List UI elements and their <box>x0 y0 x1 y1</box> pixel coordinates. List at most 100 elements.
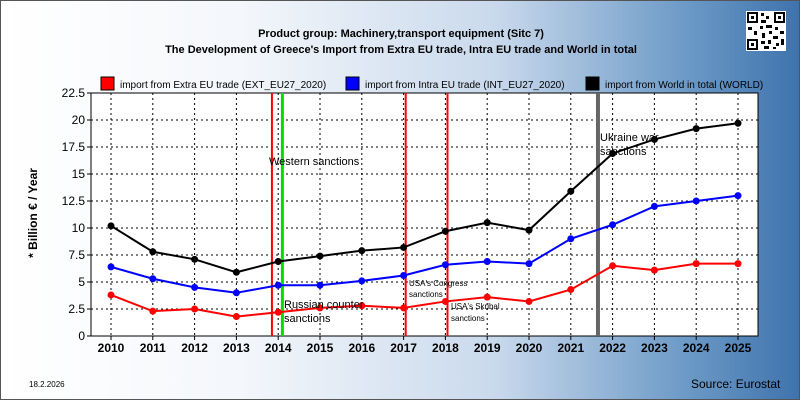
data-point <box>483 219 491 227</box>
data-point <box>274 257 282 265</box>
data-point <box>316 252 324 260</box>
data-point <box>358 302 366 310</box>
y-tick-label: 5 <box>78 275 85 289</box>
data-point <box>316 281 324 289</box>
data-point <box>400 304 408 312</box>
data-point <box>609 221 617 229</box>
data-point <box>316 304 324 312</box>
data-point <box>191 283 199 291</box>
event-label-ukraine-2: sanctions <box>600 146 647 158</box>
x-tick-label: 2017 <box>390 341 417 355</box>
data-point <box>650 202 658 210</box>
data-point <box>191 255 199 263</box>
y-tick-label: 7.5 <box>68 248 85 262</box>
data-point <box>149 275 157 283</box>
data-point <box>232 268 240 276</box>
legend-label: import from Intra EU trade (INT_EU27_202… <box>365 80 565 91</box>
x-tick-label: 2013 <box>223 341 250 355</box>
data-point <box>441 297 449 305</box>
data-point <box>609 262 617 270</box>
legend-swatch <box>345 76 360 91</box>
data-point <box>107 222 115 230</box>
legend: import from Extra EU trade (EXT_EU27_202… <box>100 76 763 91</box>
chart-title-line2: The Development of Greece's Import from … <box>165 44 637 56</box>
x-tick-label: 2023 <box>641 341 668 355</box>
data-point <box>609 149 617 157</box>
data-point <box>274 281 282 289</box>
grid <box>91 92 758 337</box>
data-point <box>483 293 491 301</box>
event-label-russian-2: sanctions <box>284 313 331 325</box>
chart-title-line1: Product group: Machinery,transport equip… <box>258 28 544 40</box>
data-point <box>567 235 575 243</box>
x-tick-label: 2016 <box>348 341 375 355</box>
legend-swatch <box>585 76 600 91</box>
data-point <box>107 291 115 299</box>
event-label-congress-1: USA's Congress <box>409 279 467 288</box>
y-tick-label: 15 <box>72 167 86 181</box>
series-line <box>110 262 738 318</box>
x-tick-label: 2020 <box>516 341 543 355</box>
data-point <box>232 289 240 297</box>
data-point <box>567 286 575 294</box>
x-tick-label: 2018 <box>432 341 459 355</box>
data-point <box>107 263 115 271</box>
footer-date: 18.2.2026 <box>29 380 65 389</box>
series-line <box>110 194 739 294</box>
event-label-western: Western sanctions <box>269 156 360 168</box>
y-tick-labels: 0 2.5 5 7.5 10 12.5 15 17.5 20 22.5 <box>62 86 91 343</box>
legend-label: import from Extra EU trade (EXT_EU27_202… <box>120 80 326 91</box>
x-tick-label: 2014 <box>265 341 292 355</box>
plot-area <box>90 92 759 337</box>
chart-title: Product group: Machinery,transport equip… <box>1 26 800 58</box>
y-tick-label: 20 <box>72 113 86 127</box>
x-tick-label: 2012 <box>181 341 208 355</box>
x-tick-labels: 2010 2011 2012 2013 2014 2015 2016 2017 2018 2019… <box>98 336 752 355</box>
data-point <box>650 135 658 143</box>
data-point <box>441 227 449 235</box>
data-point <box>692 125 700 133</box>
event-label-skribal-1: USA's Skribal <box>451 302 500 311</box>
data-point <box>191 305 199 313</box>
x-tick-label: 2019 <box>474 341 501 355</box>
data-point <box>734 119 742 127</box>
data-point <box>525 297 533 305</box>
data-point <box>525 226 533 234</box>
data-point <box>734 192 742 200</box>
x-tick-label: 2022 <box>599 341 626 355</box>
data-point <box>232 313 240 321</box>
x-tick-label: 2015 <box>307 341 334 355</box>
y-tick-label: 2.5 <box>68 302 85 316</box>
legend-label: import from World in total (WORLD) <box>605 80 763 91</box>
data-point <box>734 260 742 268</box>
qr-code-icon <box>746 11 786 51</box>
x-tick-label: 2011 <box>140 341 166 355</box>
series-lines <box>107 119 742 321</box>
event-label-russian-1: Russian counter <box>284 299 364 311</box>
y-tick-label: 22.5 <box>62 86 86 100</box>
footer-source: Source: Eurostat <box>691 377 781 391</box>
data-point <box>274 308 282 316</box>
data-point <box>149 248 157 256</box>
x-tick-label: 2025 <box>725 341 752 355</box>
data-point <box>483 257 491 265</box>
y-tick-label: 12.5 <box>62 194 86 208</box>
data-point <box>567 187 575 195</box>
data-point <box>400 272 408 280</box>
x-tick-label: 2010 <box>98 341 125 355</box>
event-label-ukraine-1: Ukraine war <box>600 132 659 144</box>
event-label-congress-2: sanctions <box>409 290 443 299</box>
series-line <box>110 122 739 274</box>
data-point <box>400 243 408 251</box>
data-point <box>358 247 366 255</box>
data-point <box>650 266 658 274</box>
y-tick-label: 10 <box>72 221 86 235</box>
data-point <box>692 197 700 205</box>
y-tick-label: 17.5 <box>62 140 86 154</box>
y-axis-label: * Billion € / Year <box>26 168 40 258</box>
legend-swatch <box>100 76 115 91</box>
data-point <box>441 261 449 269</box>
data-point <box>525 260 533 268</box>
